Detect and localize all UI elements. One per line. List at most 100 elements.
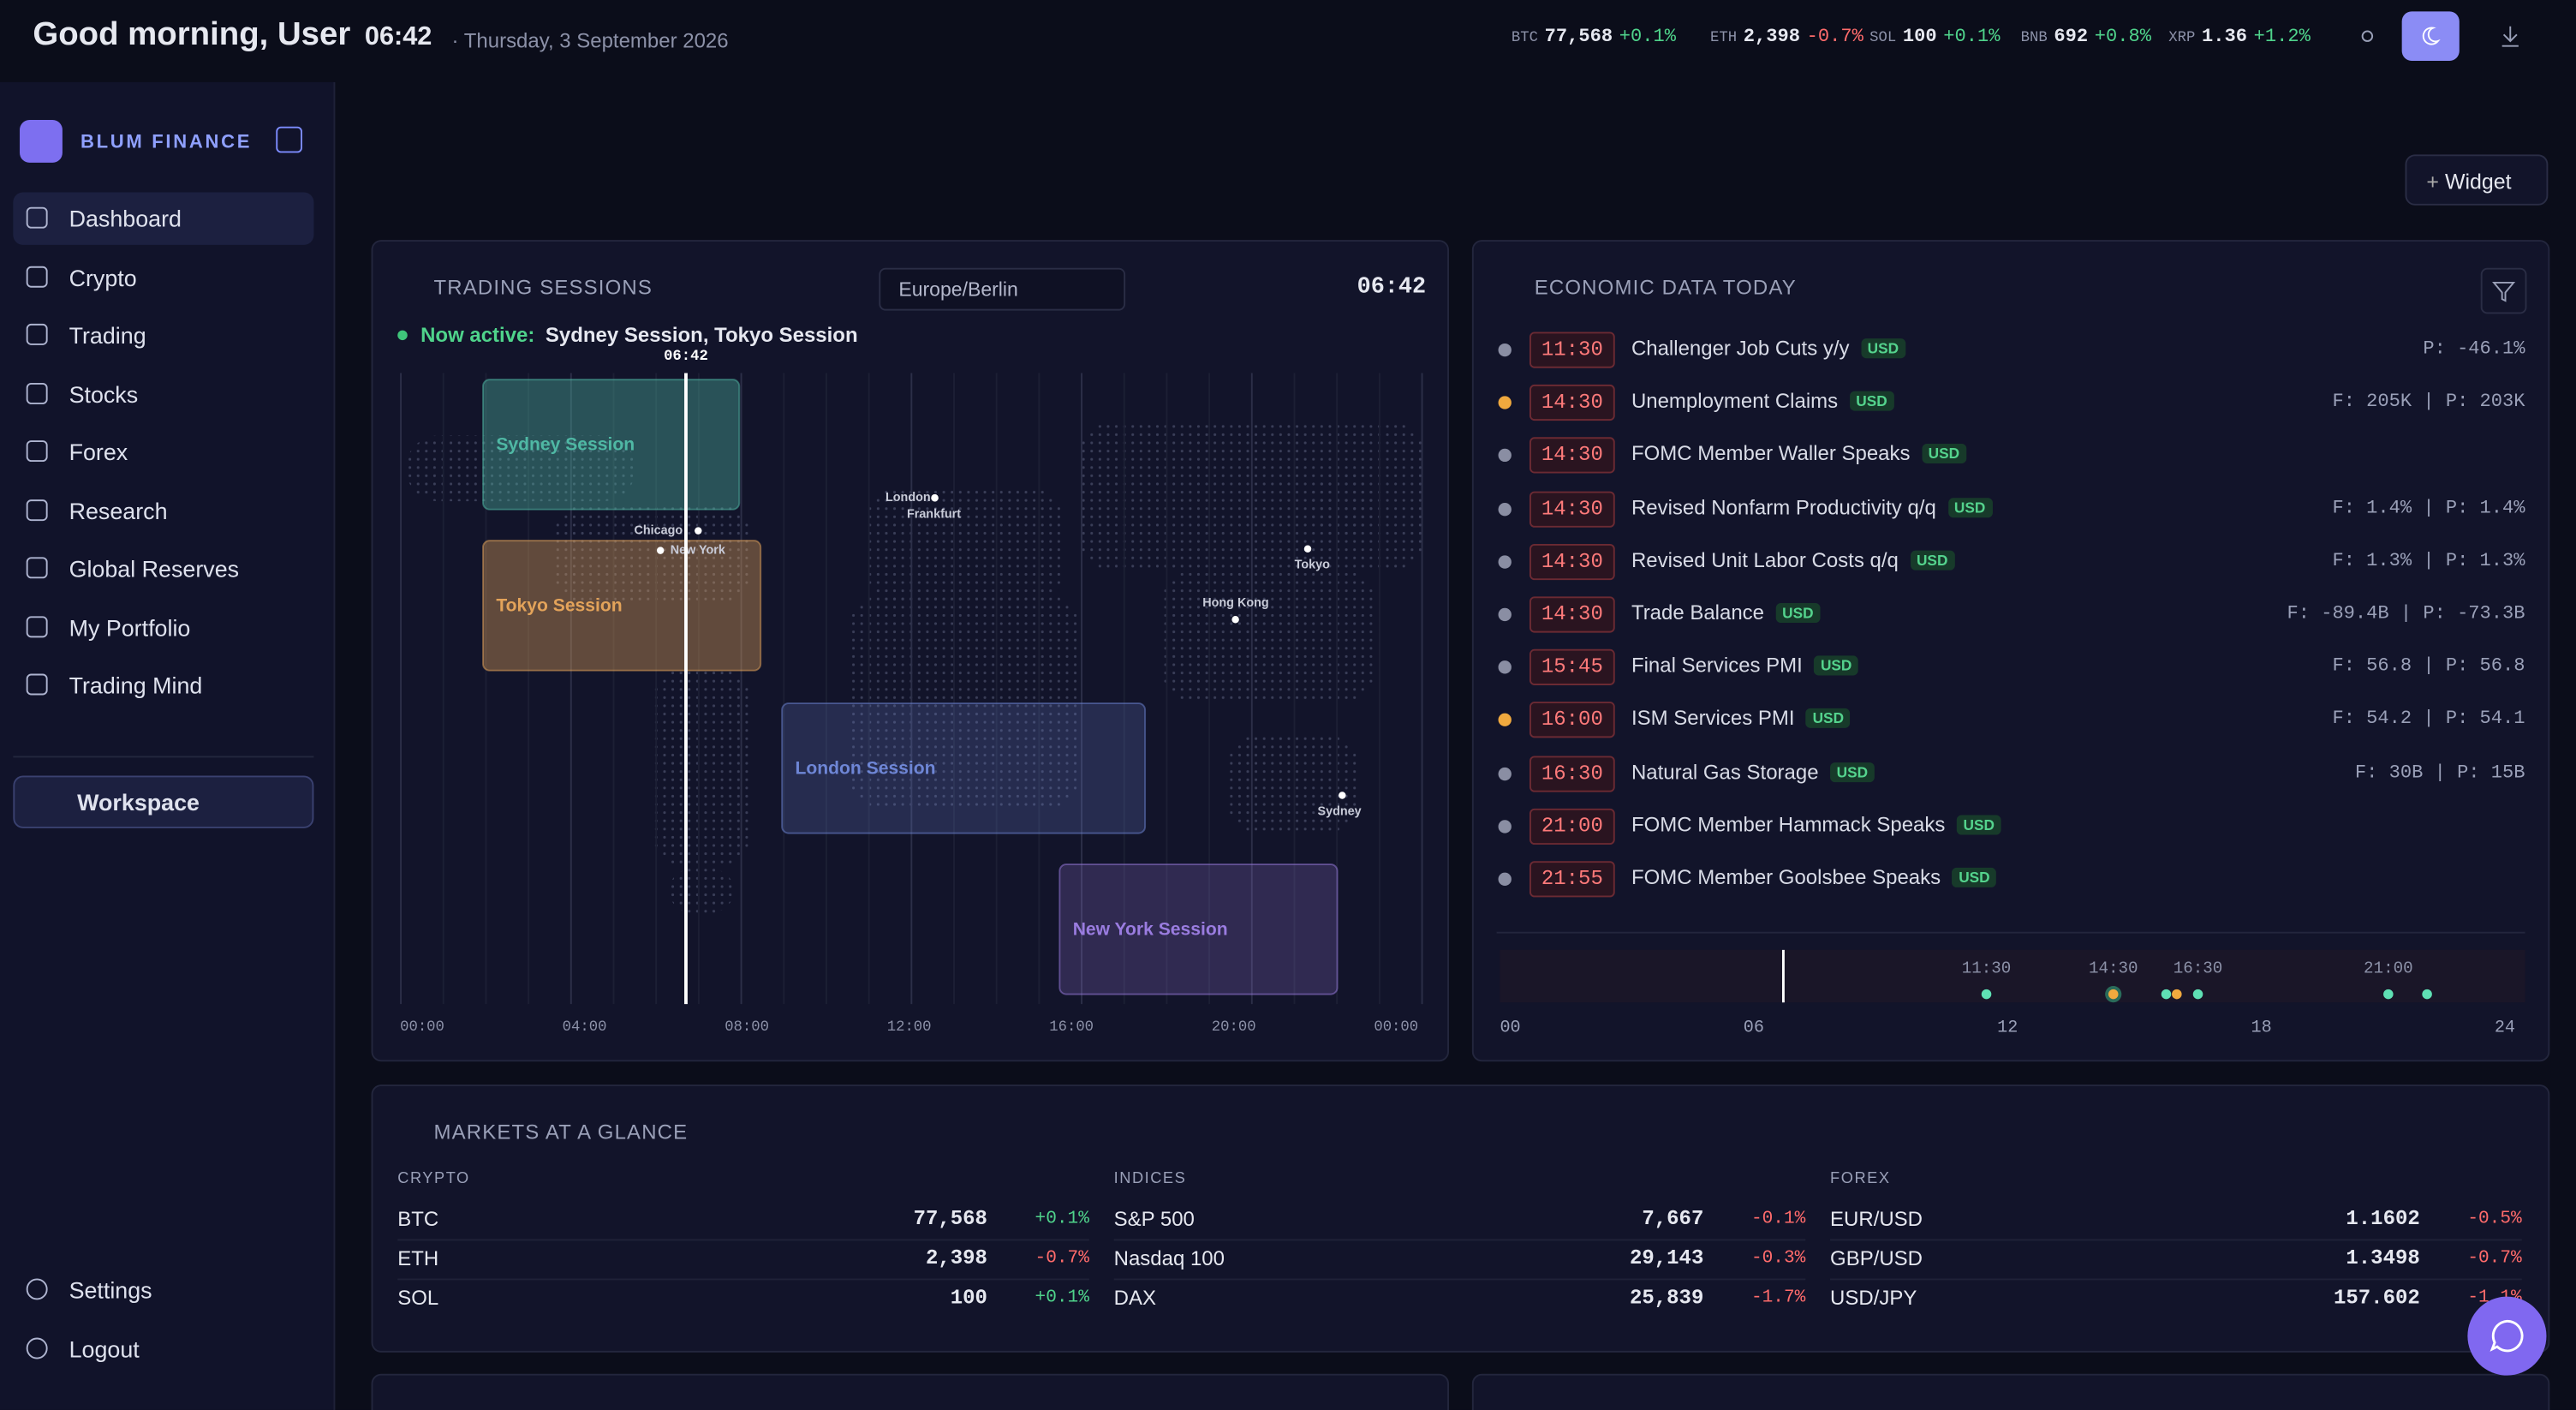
nav-label: Research [69, 497, 168, 523]
nav-item[interactable]: Crypto [13, 251, 313, 303]
workspace-label: Workspace [77, 788, 200, 816]
nav-icon [26, 1278, 48, 1300]
light-mode-button[interactable] [2341, 11, 2394, 61]
ticker-item: BTC 77,568 +0.1% [1512, 27, 1676, 48]
currency-badge: USD [1921, 444, 1966, 464]
event-timeline: 11:30 14:30 16:30 21:00 00 06 12 18 24 [1500, 949, 2525, 1038]
session-box [482, 379, 741, 511]
market-change: -0.5% [2467, 1209, 2522, 1229]
dark-mode-button[interactable] [2401, 11, 2460, 61]
currency-badge: USD [1849, 391, 1894, 411]
nav-label: Crypto [69, 263, 137, 290]
event-row: Revised Nonfarm Productivity q/q USD [1631, 495, 1993, 519]
timezone-select[interactable]: Europe/Berlin [879, 267, 1126, 311]
event-row: FOMC Member Goolsbee Speaks USD [1631, 866, 1997, 889]
nav-label: Stocks [69, 380, 139, 407]
nav-label: My Portfolio [69, 613, 191, 641]
ticker-symbol: BTC [1511, 29, 1538, 46]
nav-item[interactable]: Global Reserves [13, 542, 313, 594]
panel-title: ECONOMIC DATA TODAY [1534, 276, 1797, 300]
currency-badge: USD [1947, 497, 1993, 517]
city-dot [931, 494, 939, 502]
timeline-dot [1981, 989, 1992, 1000]
clock: 06:42 [364, 22, 432, 51]
event-time: 14:30 [1529, 596, 1615, 633]
event-figures: F: 1.3% | P: 1.3% [2332, 550, 2525, 572]
axis-label: 00:00 [400, 1019, 444, 1036]
market-name: BTC [397, 1207, 439, 1231]
event-figures: F: 1.4% | P: 1.4% [2332, 497, 2525, 519]
event-row: ISM Services PMI USD [1631, 708, 1851, 731]
ticker-symbol: XRP [2168, 29, 2196, 46]
currency-badge: USD [1829, 762, 1875, 782]
event-row: Final Services PMI USD [1631, 654, 1859, 678]
brand: BLUM FINANCE [80, 133, 253, 153]
add-widget-button[interactable]: + Widget [2405, 154, 2549, 206]
currency-badge: USD [1952, 867, 1997, 887]
nav-item[interactable]: My Portfolio [13, 600, 313, 653]
market-change: +0.1% [1035, 1288, 1089, 1309]
impact-dot [1498, 502, 1512, 516]
timeline-track [1500, 949, 2525, 1003]
currency-badge: USD [1910, 550, 1955, 571]
event-time: 14:30 [1529, 490, 1615, 528]
ticker-price: 692 [2054, 26, 2089, 48]
session-clock: 06:42 [1357, 274, 1427, 302]
timeline-axis: 24 [2495, 1019, 2515, 1038]
event-name: Revised Unit Labor Costs q/q [1631, 548, 1899, 572]
chat-button[interactable] [2467, 1296, 2547, 1376]
timeline-dot [2161, 989, 2172, 1000]
event-name: FOMC Member Waller Speaks [1631, 442, 1911, 466]
market-name: Nasdaq 100 [1113, 1247, 1225, 1270]
map-land [405, 435, 636, 502]
event-name: Final Services PMI [1631, 654, 1803, 678]
nav-icon [26, 499, 48, 521]
market-price: 7,667 [1642, 1207, 1704, 1231]
nav-item[interactable]: Settings [13, 1264, 313, 1316]
timeline-label: 16:30 [2174, 959, 2223, 978]
nav-icon [26, 265, 48, 287]
nav-item[interactable]: Research [13, 484, 313, 536]
logo [20, 120, 63, 163]
nav-icon [26, 1337, 48, 1359]
nav-item[interactable]: Dashboard [13, 192, 314, 245]
filter-button[interactable] [2480, 267, 2527, 314]
city-label: London [886, 491, 931, 505]
nav-item[interactable]: Stocks [13, 367, 313, 420]
download-button[interactable] [2484, 11, 2537, 61]
group-label: CRYPTO [397, 1169, 470, 1188]
market-name: DAX [1113, 1287, 1156, 1310]
nav-item[interactable]: Trading [13, 309, 313, 361]
timeline-dot [2192, 989, 2203, 1000]
ticker-symbol: ETH [1710, 29, 1738, 46]
collapse-button[interactable] [276, 126, 302, 153]
currency-badge: USD [1860, 338, 1905, 359]
city-dot [1303, 545, 1312, 553]
divider [13, 756, 314, 758]
city-label: Chicago [634, 523, 683, 537]
event-name: Revised Nonfarm Productivity q/q [1631, 495, 1936, 519]
market-name: ETH [397, 1247, 439, 1270]
currency-badge: USD [1956, 815, 2001, 835]
workspace-button[interactable]: Workspace [13, 775, 314, 828]
city-label: Hong Kong [1202, 596, 1268, 610]
impact-dot [1498, 343, 1512, 357]
nav-label: Logout [69, 1335, 140, 1363]
nav-item[interactable]: Forex [13, 426, 313, 478]
market-name: GBP/USD [1830, 1247, 1923, 1270]
city-dot [1231, 616, 1239, 624]
market-change: -1.7% [1750, 1288, 1806, 1309]
ticker-item: XRP 1.36 +1.2% [2168, 27, 2311, 48]
nav-icon [26, 673, 48, 696]
map-land [849, 594, 1080, 809]
event-time: 14:30 [1529, 385, 1615, 421]
row-divider [1113, 1278, 1806, 1281]
city-label: Tokyo [1295, 559, 1330, 572]
event-row: FOMC Member Waller Speaks USD [1631, 443, 1966, 466]
widget-label: Widget [2444, 169, 2512, 194]
nav-item[interactable]: Trading Mind [13, 659, 313, 711]
nav-item[interactable]: Logout [13, 1323, 313, 1375]
ticker-price: 2,398 [1743, 26, 1800, 48]
row-divider [397, 1278, 1089, 1281]
